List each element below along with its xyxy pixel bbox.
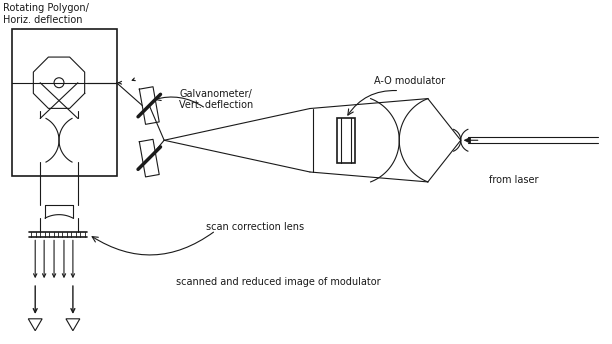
Bar <box>12 29 116 176</box>
Text: scan correction lens: scan correction lens <box>206 222 304 232</box>
Text: A-O modulator: A-O modulator <box>375 76 446 86</box>
Bar <box>337 118 354 163</box>
Text: Rotating Polygon/
Horiz. deflection: Rotating Polygon/ Horiz. deflection <box>4 3 89 25</box>
Text: from laser: from laser <box>488 175 538 185</box>
Text: scanned and reduced image of modulator: scanned and reduced image of modulator <box>176 277 381 287</box>
Text: Galvanometer/
Vert. deflection: Galvanometer/ Vert. deflection <box>179 89 253 110</box>
